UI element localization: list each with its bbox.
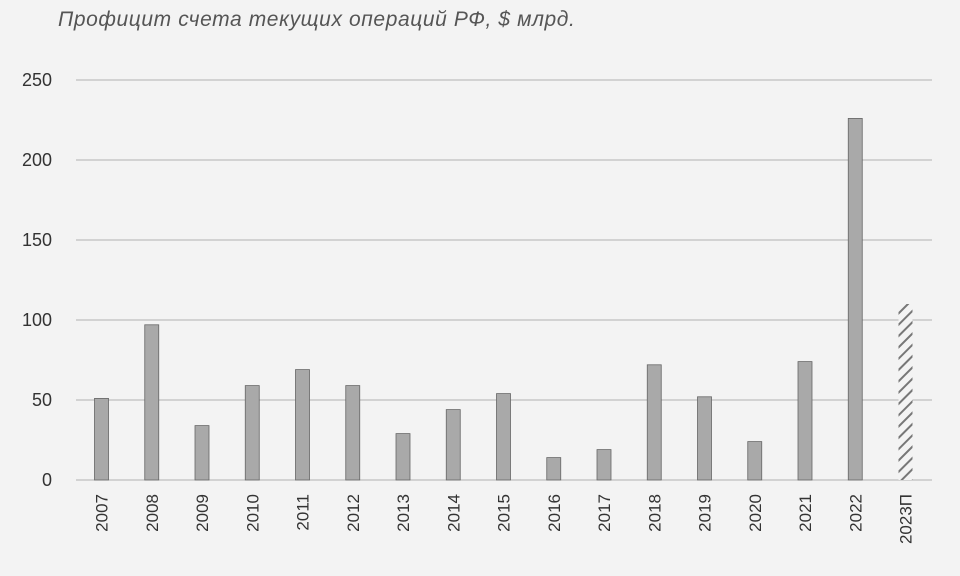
- x-tick-label-2013: 2013: [394, 494, 413, 532]
- y-tick-label-150: 150: [22, 230, 52, 250]
- bar-2008: [144, 324, 160, 481]
- y-tick-label-250: 250: [22, 70, 52, 90]
- y-tick-label-0: 0: [42, 470, 52, 490]
- bar-2007: [94, 397, 109, 481]
- x-tick-label-2011: 2011: [294, 494, 313, 531]
- bar-2011: [295, 369, 310, 481]
- y-tick-label-200: 200: [22, 150, 52, 170]
- x-tick-label-2016: 2016: [545, 494, 564, 532]
- bar-2009: [194, 425, 210, 481]
- x-tick-label-2022: 2022: [846, 494, 865, 532]
- bar-2013: [395, 433, 411, 481]
- bar-2022: [847, 118, 863, 481]
- x-tick-label-2015: 2015: [495, 494, 514, 532]
- bar-2010: [244, 385, 260, 481]
- bar-2018: [646, 364, 662, 481]
- bar-2016: [546, 457, 562, 481]
- y-tick-label-50: 50: [32, 390, 52, 410]
- bars: [94, 118, 913, 481]
- x-tick-label-2020: 2020: [746, 494, 765, 532]
- x-tick-label-2014: 2014: [444, 494, 463, 532]
- x-tick-label-2018: 2018: [645, 494, 664, 532]
- y-axis-ticks: 0 50 100 150 200 250: [22, 70, 52, 490]
- bar-2012: [345, 385, 361, 481]
- bar-2021: [797, 361, 813, 481]
- x-tick-label-2009: 2009: [193, 494, 212, 532]
- bar-2015: [496, 393, 511, 481]
- x-tick-label-2023П: 2023П: [897, 494, 916, 544]
- x-tick-label-2010: 2010: [243, 494, 262, 532]
- bar-2017: [596, 449, 612, 481]
- x-tick-label-2021: 2021: [796, 494, 815, 532]
- x-tick-label-2012: 2012: [344, 494, 363, 532]
- x-axis-ticks: 2007 2008 2009 2010 2011 2012 2013 2014 2015 2016…: [93, 494, 916, 544]
- bar-2014: [445, 409, 461, 481]
- x-tick-label-2007: 2007: [93, 494, 112, 532]
- bar-2019: [697, 396, 712, 481]
- bar-2020: [747, 441, 763, 481]
- y-tick-label-100: 100: [22, 310, 52, 330]
- bar-2023П: [898, 304, 913, 480]
- x-tick-label-2017: 2017: [595, 494, 614, 532]
- x-tick-label-2019: 2019: [696, 494, 715, 532]
- x-tick-label-2008: 2008: [143, 494, 162, 532]
- chart-title: Профицит счета текущих операций РФ, $ мл…: [58, 8, 576, 31]
